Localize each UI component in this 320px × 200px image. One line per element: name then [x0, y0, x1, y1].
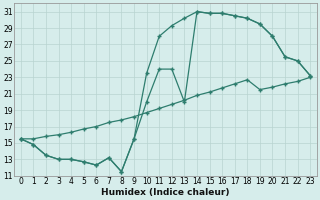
X-axis label: Humidex (Indice chaleur): Humidex (Indice chaleur) [101, 188, 230, 197]
